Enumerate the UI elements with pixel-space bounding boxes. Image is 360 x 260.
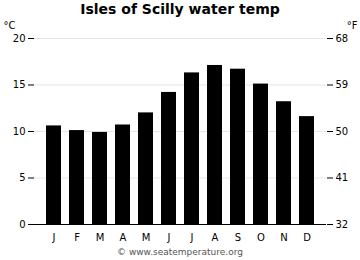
svg-text:J: J — [190, 232, 194, 243]
svg-text:O: O — [257, 232, 265, 243]
svg-text:50: 50 — [336, 126, 349, 137]
svg-text:S: S — [235, 232, 241, 243]
svg-text:J: J — [52, 232, 56, 243]
svg-text:°F: °F — [347, 20, 358, 31]
svg-text:A: A — [212, 232, 219, 243]
svg-text:20: 20 — [13, 33, 26, 44]
html-text:Isles of Scilly water temp: Isles of Scilly water temp — [80, 1, 280, 17]
svg-text:D: D — [303, 232, 311, 243]
svg-text:10: 10 — [13, 126, 26, 137]
html-text:© www.seatemperature.org: © www.seatemperature.org — [117, 247, 243, 257]
svg-text:J: J — [167, 232, 171, 243]
svg-text:15: 15 — [13, 79, 26, 90]
svg-text:A: A — [120, 232, 127, 243]
svg-text:N: N — [280, 232, 287, 243]
svg-text:M: M — [96, 232, 105, 243]
svg-text:°C: °C — [4, 20, 16, 31]
svg-text:32: 32 — [336, 219, 349, 230]
svg-text:59: 59 — [336, 79, 349, 90]
svg-text:68: 68 — [336, 33, 349, 44]
svg-text:5: 5 — [19, 172, 25, 183]
svg-text:0: 0 — [19, 219, 25, 230]
svg-text:F: F — [74, 232, 80, 243]
svg-text:41: 41 — [336, 172, 349, 183]
svg-text:M: M — [142, 232, 151, 243]
